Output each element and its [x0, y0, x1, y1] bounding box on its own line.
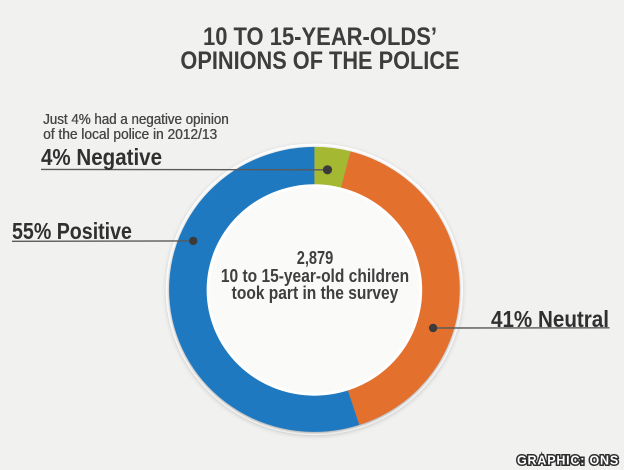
- svg-text:GRAPHIC: ONS: GRAPHIC: ONS: [517, 454, 619, 468]
